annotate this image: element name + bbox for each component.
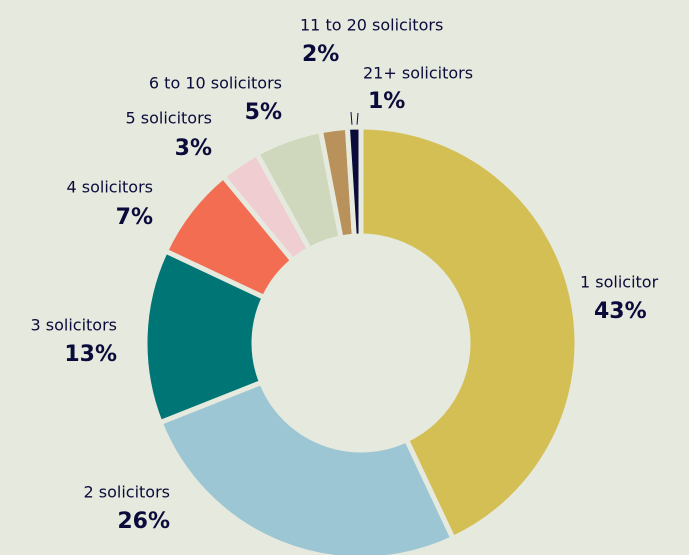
slice-label: 5 solicitors xyxy=(126,109,213,128)
value-label: 43% xyxy=(594,299,647,324)
slice xyxy=(358,124,580,542)
value-label: 2% xyxy=(302,42,339,67)
slice-label: 11 to 20 solicitors xyxy=(300,16,443,35)
slice-label: 3 solicitors xyxy=(31,316,118,335)
leader-line xyxy=(356,112,359,126)
value-label: 5% xyxy=(245,100,282,125)
value-label: 3% xyxy=(175,136,212,161)
value-label: 7% xyxy=(116,205,153,230)
leader-line xyxy=(350,111,353,126)
slice-label: 1 solicitor xyxy=(580,273,659,292)
value-label: 1% xyxy=(368,89,405,114)
slice-label: 4 solicitors xyxy=(67,178,154,197)
slice-label: 2 solicitors xyxy=(84,483,171,502)
slice xyxy=(344,124,364,239)
slice-label: 21+ solicitors xyxy=(363,64,473,83)
slice xyxy=(156,379,457,555)
slice-label: 6 to 10 solicitors xyxy=(149,74,282,93)
value-label: 26% xyxy=(117,509,170,534)
value-label: 13% xyxy=(64,342,117,367)
